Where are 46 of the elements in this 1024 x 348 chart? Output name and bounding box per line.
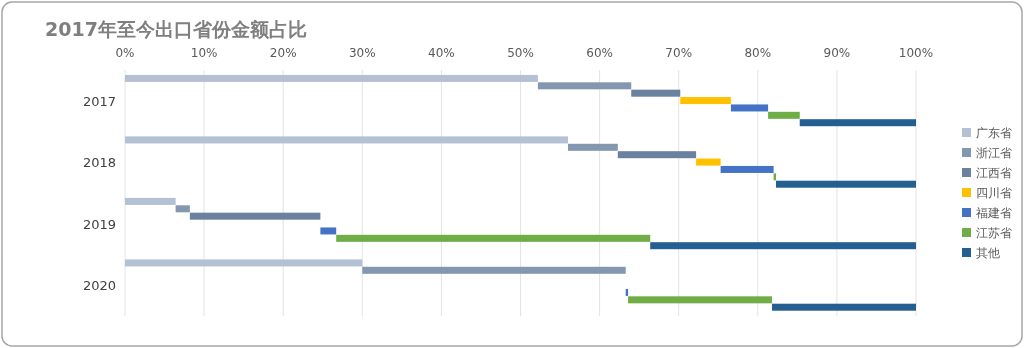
legend-label: 福建省: [976, 206, 1012, 220]
x-tick-label: 100%: [898, 46, 934, 60]
bar: [125, 74, 538, 82]
bar: [125, 197, 176, 205]
x-tick-label: 0%: [115, 46, 135, 60]
bar: [189, 212, 321, 220]
bar: [650, 242, 916, 250]
bar: [631, 89, 681, 97]
bar: [720, 165, 774, 173]
y-tick-label: 2017: [82, 93, 116, 109]
bar: [125, 259, 363, 267]
bar: [730, 104, 769, 112]
x-tick-label: 60%: [586, 46, 613, 60]
y-tick-label: 2020: [82, 278, 116, 294]
bar: [336, 234, 651, 242]
legend-label: 四川省: [976, 186, 1012, 200]
bar: [696, 158, 721, 166]
bar: [125, 136, 568, 144]
x-tick-label: 80%: [744, 46, 772, 60]
y-tick-label: 2019: [82, 216, 116, 232]
bar: [617, 151, 697, 159]
x-tick-label: 50%: [507, 46, 534, 60]
x-tick-label: 10%: [190, 46, 218, 60]
bar: [772, 303, 916, 311]
bar: [628, 296, 773, 304]
bar: [567, 143, 618, 151]
legend-label: 浙江省: [976, 146, 1012, 160]
legend-label: 江西省: [976, 166, 1012, 180]
x-tick-label: 40%: [428, 46, 455, 60]
legend-label: 江苏省: [976, 226, 1012, 240]
x-tick-label: 70%: [665, 46, 693, 60]
x-tick-label: 90%: [823, 46, 851, 60]
legend-label: 其他: [976, 246, 1000, 260]
bar: [362, 266, 626, 274]
chart-title: 2017年至今出口省份金额占比: [45, 18, 307, 40]
x-tick-label: 20%: [269, 46, 297, 60]
legend-label: 广东省: [976, 126, 1012, 140]
bar: [799, 119, 916, 127]
bar: [537, 82, 632, 90]
x-tick-label: 30%: [348, 46, 376, 60]
bar: [175, 205, 190, 213]
bar: [680, 97, 731, 105]
bar: [320, 227, 337, 235]
bar: [775, 180, 916, 188]
bar: [768, 111, 800, 119]
y-tick-label: 2018: [82, 155, 116, 171]
